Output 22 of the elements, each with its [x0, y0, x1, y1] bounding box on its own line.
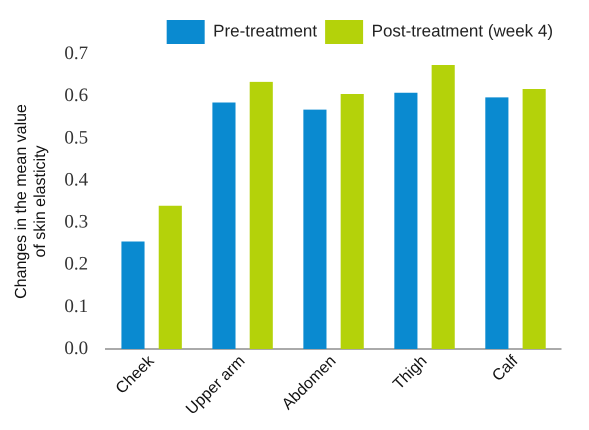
bar [303, 110, 326, 349]
bar [485, 97, 508, 349]
y-tick-label: 0.4 [64, 169, 89, 190]
y-tick-label: 0.1 [64, 296, 88, 317]
legend-label: Pre-treatment [213, 22, 318, 41]
bar [158, 206, 182, 349]
bar [121, 242, 145, 349]
bar [340, 94, 364, 349]
x-tick-label: Calf [489, 352, 522, 385]
y-tick-label: 0.5 [64, 127, 88, 148]
legend-label: Post-treatment (week 4) [372, 22, 554, 41]
y-tick-label: 0.3 [64, 212, 88, 233]
bar [250, 82, 273, 349]
y-tick-label: 0.2 [64, 254, 88, 275]
y-axis-title: Changes in the mean value of skin elasticity [13, 104, 50, 299]
y-tick-label: 0.0 [64, 338, 88, 359]
y-tick-label: 0.7 [64, 42, 88, 64]
bar [212, 102, 236, 349]
bar [394, 92, 418, 349]
bar [522, 88, 546, 349]
y-tick-label: 0.6 [64, 85, 88, 106]
bar [432, 64, 455, 349]
